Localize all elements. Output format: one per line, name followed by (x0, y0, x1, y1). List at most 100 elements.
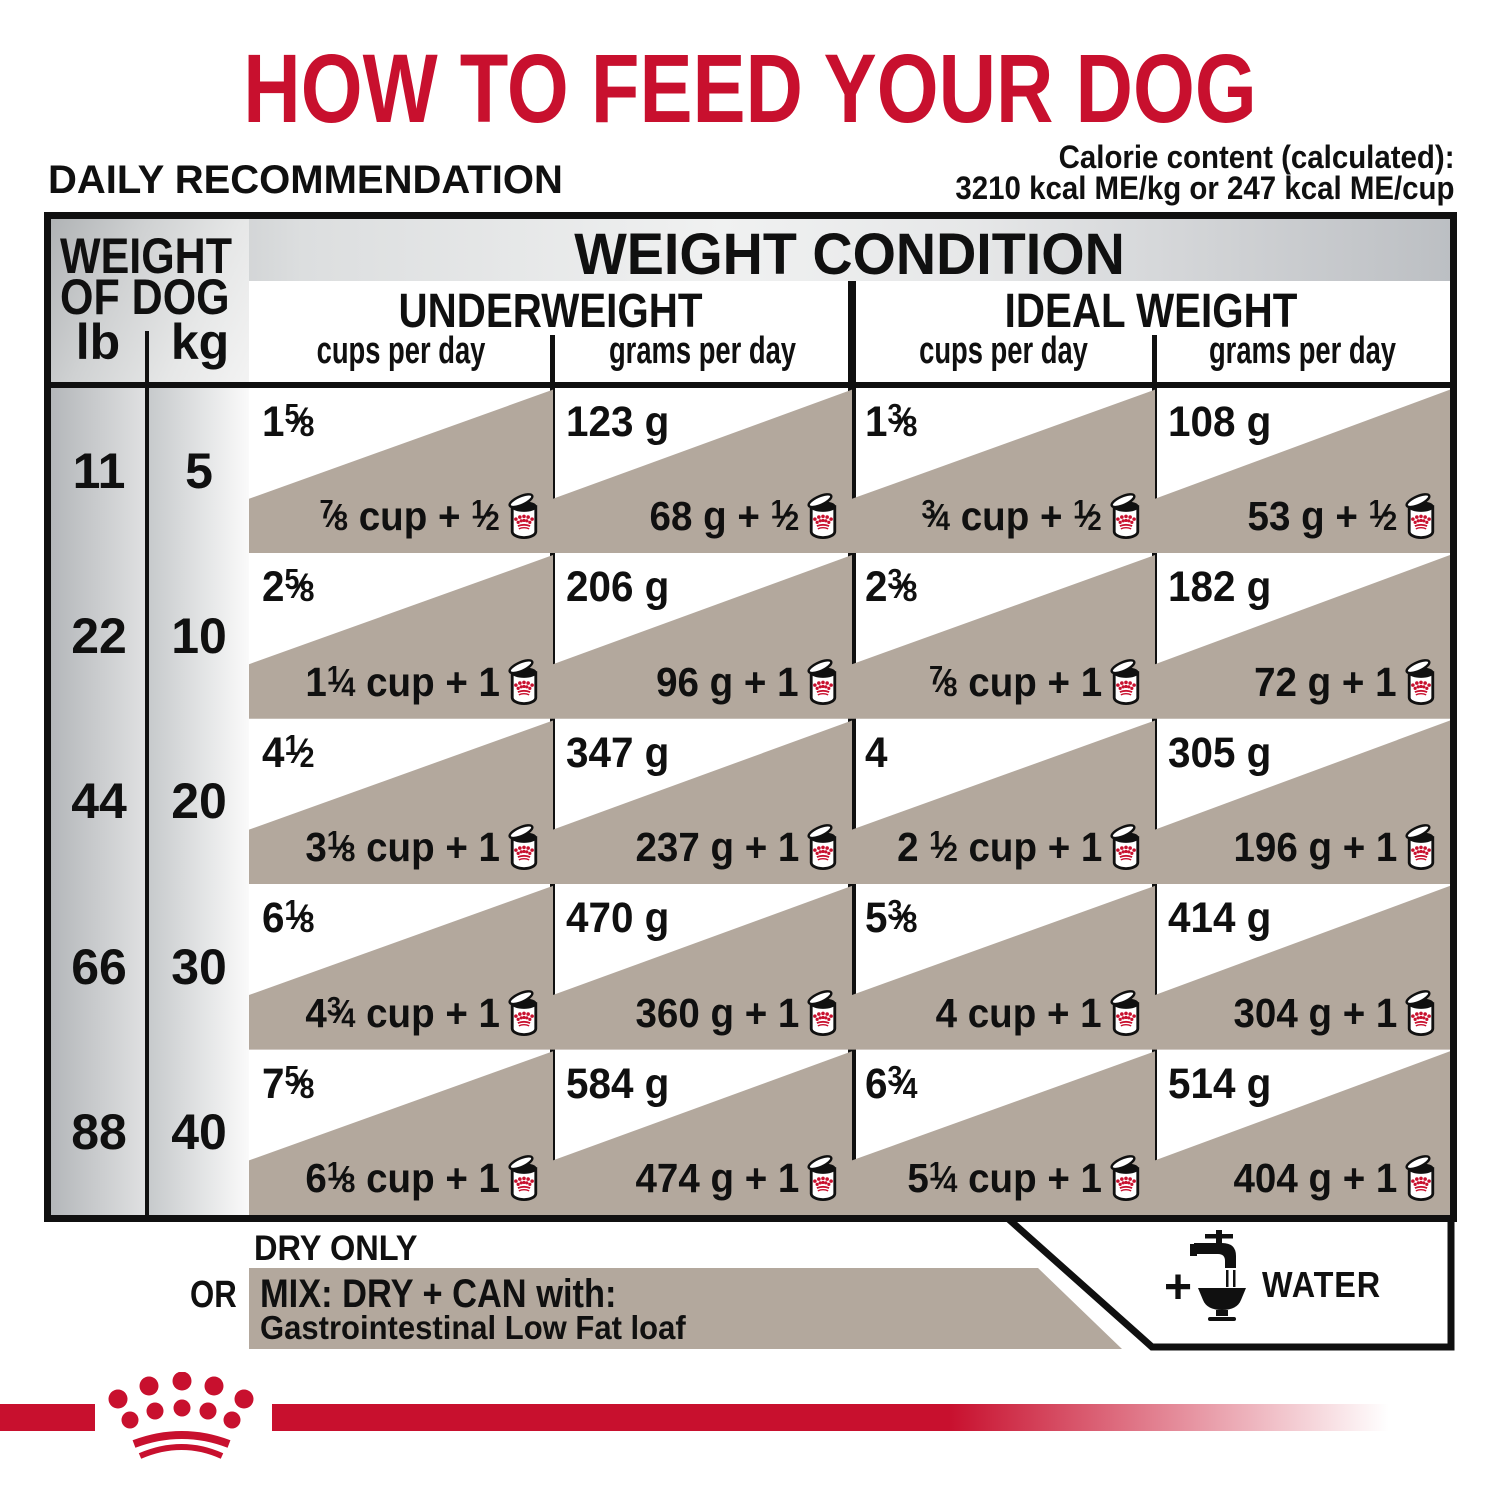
can-icon (508, 658, 538, 705)
weight-kg-value: 40 (171, 1104, 227, 1161)
table-cell: 414 g 304 g + 1 (1155, 884, 1450, 1050)
mix-amount: 61⁄8 cup + 1 (305, 1154, 500, 1201)
dry-amount: 75⁄8 (262, 1059, 315, 1108)
mix-amount: 96 g + 1 (656, 658, 799, 705)
table-cell: 108 g 53 g + 1⁄2 (1155, 388, 1450, 554)
col-header-grams-underweight: grams per day (608, 330, 797, 372)
mix-amount: 196 g + 1 (1233, 824, 1397, 871)
mix-amount: 237 g + 1 (635, 824, 799, 871)
can-icon (1110, 989, 1140, 1036)
weight-lb-value: 66 (71, 938, 127, 995)
table-cell: 305 g 196 g + 1 (1155, 719, 1450, 885)
col-header-cups-ideal: cups per day (919, 330, 1088, 372)
can-icon (1110, 1155, 1140, 1202)
mix-amount-line: 4 cup + 1 (925, 989, 1143, 1038)
condition-divider (848, 281, 856, 1215)
weight-condition-band (51, 219, 1450, 281)
weight-of-dog-header-cell (51, 219, 249, 382)
table-cell: 61⁄8 43⁄4 cup + 1 (249, 884, 553, 1050)
mix-amount-line: 43⁄4 cup + 1 (293, 989, 541, 1038)
can-icon (1405, 989, 1435, 1036)
feeding-table: WEIGHT CONDITION WEIGHT OF DOG lb kg UNDE… (44, 212, 1457, 1222)
mix-amount: 7⁄8 cup + 1 (928, 658, 1102, 705)
mix-amount-line: 68 g + 1⁄2 (640, 492, 840, 541)
table-cell: 206 g 96 g + 1 (553, 553, 852, 719)
weight-kg-value: 30 (171, 938, 227, 995)
table-cell: 41⁄2 31⁄8 cup + 1 (249, 719, 553, 885)
table-cell: 15⁄8 7⁄8 cup + 1⁄2 (249, 388, 553, 554)
table-cell: 182 g 72 g + 1 (1155, 553, 1450, 719)
weight-lb-value: 11 (72, 442, 126, 499)
dry-amount: 15⁄8 (262, 398, 315, 446)
table-cell: 53⁄8 4 cup + 1 (852, 884, 1155, 1050)
mix-amount-line: 11⁄4 cup + 1 (293, 658, 541, 707)
weight-kg-value: 10 (171, 608, 227, 665)
dry-amount: 108 g (1168, 398, 1272, 446)
mix-amount: 53 g + 1⁄2 (1247, 493, 1397, 540)
can-icon (1110, 658, 1140, 705)
mix-amount-line: 360 g + 1 (625, 989, 840, 1038)
calorie-line1: Calorie content (calculated): (1058, 139, 1454, 175)
weight-lb-value: 88 (71, 1104, 127, 1161)
mix-amount-line: 196 g + 1 (1223, 823, 1438, 872)
royal-canin-crown-logo (108, 1372, 254, 1459)
can-icon (1405, 824, 1435, 871)
table-cell: 4 2 1⁄2 cup + 1 (852, 719, 1155, 885)
can-icon (508, 1155, 538, 1202)
mix-amount-line: 7⁄8 cup + 1⁄2 (308, 492, 541, 541)
daily-recommendation-heading: DAILY RECOMMENDATION (48, 158, 563, 202)
table-cell: 123 g 68 g + 1⁄2 (553, 388, 852, 554)
mix-amount-line: 96 g + 1 (647, 658, 840, 707)
dry-amount: 53⁄8 (865, 894, 918, 943)
can-icon (508, 824, 538, 871)
mix-amount-line: 7⁄8 cup + 1 (918, 658, 1143, 707)
table-cell: 514 g 404 g + 1 (1155, 1050, 1450, 1215)
table-cell: 13⁄8 3⁄4 cup + 1⁄2 (852, 388, 1155, 554)
mix-label: MIX: DRY + CAN with: (260, 1272, 617, 1316)
mix-amount: 31⁄8 cup + 1 (305, 824, 500, 871)
can-icon (1110, 493, 1140, 540)
dry-amount: 13⁄8 (865, 398, 918, 446)
col-header-cups-underweight: cups per day (316, 330, 486, 372)
mix-amount-line: 31⁄8 cup + 1 (293, 823, 541, 872)
weight-kg-value: 20 (171, 773, 227, 830)
mix-amount: 4 cup + 1 (935, 989, 1102, 1036)
calorie-line2: 3210 kcal ME/kg or 247 kcal ME/cup (954, 170, 1454, 206)
weight-condition-label: WEIGHT CONDITION (574, 222, 1125, 287)
dry-amount: 305 g (1168, 728, 1272, 777)
dry-amount: 206 g (566, 563, 670, 612)
kg-column-background (147, 388, 249, 1215)
water-box (998, 1215, 1455, 1351)
can-icon (1405, 1155, 1435, 1202)
dry-amount: 470 g (566, 894, 670, 943)
can-icon (807, 989, 837, 1036)
dry-amount: 123 g (566, 398, 670, 446)
table-cell: 75⁄8 61⁄8 cup + 1 (249, 1050, 553, 1215)
water-label: WATER (1262, 1264, 1382, 1305)
mix-amount-line: 237 g + 1 (625, 823, 840, 872)
can-icon (1405, 493, 1435, 540)
mix-amount: 51⁄4 cup + 1 (907, 1154, 1102, 1201)
ideal-weight-label: IDEAL WEIGHT (1004, 285, 1298, 338)
can-icon (1405, 658, 1435, 705)
or-label: OR (190, 1274, 237, 1316)
mix-amount: 11⁄4 cup + 1 (305, 658, 500, 705)
mix-sublabel: Gastrointestinal Low Fat loaf (260, 1309, 686, 1346)
table-cell: 347 g 237 g + 1 (553, 719, 852, 885)
mix-amount-line: 2 1⁄2 cup + 1 (884, 823, 1143, 872)
mix-amount-line: 53 g + 1⁄2 (1238, 492, 1438, 541)
brand-stripe-left (0, 1404, 95, 1431)
col-header-grams-ideal: grams per day (1208, 330, 1397, 372)
header-divider (51, 382, 1450, 388)
dry-amount: 584 g (566, 1059, 670, 1108)
mix-amount: 360 g + 1 (635, 989, 799, 1036)
dry-amount: 61⁄8 (262, 894, 315, 943)
lb-column-background (51, 388, 147, 1215)
mix-amount: 72 g + 1 (1254, 658, 1397, 705)
weight-of-dog-label: WEIGHT OF DOG (60, 231, 232, 322)
weight-header-line2: OF DOG (60, 269, 230, 325)
dry-amount: 347 g (566, 728, 670, 777)
dry-amount: 414 g (1168, 894, 1272, 943)
dry-amount: 514 g (1168, 1059, 1272, 1108)
